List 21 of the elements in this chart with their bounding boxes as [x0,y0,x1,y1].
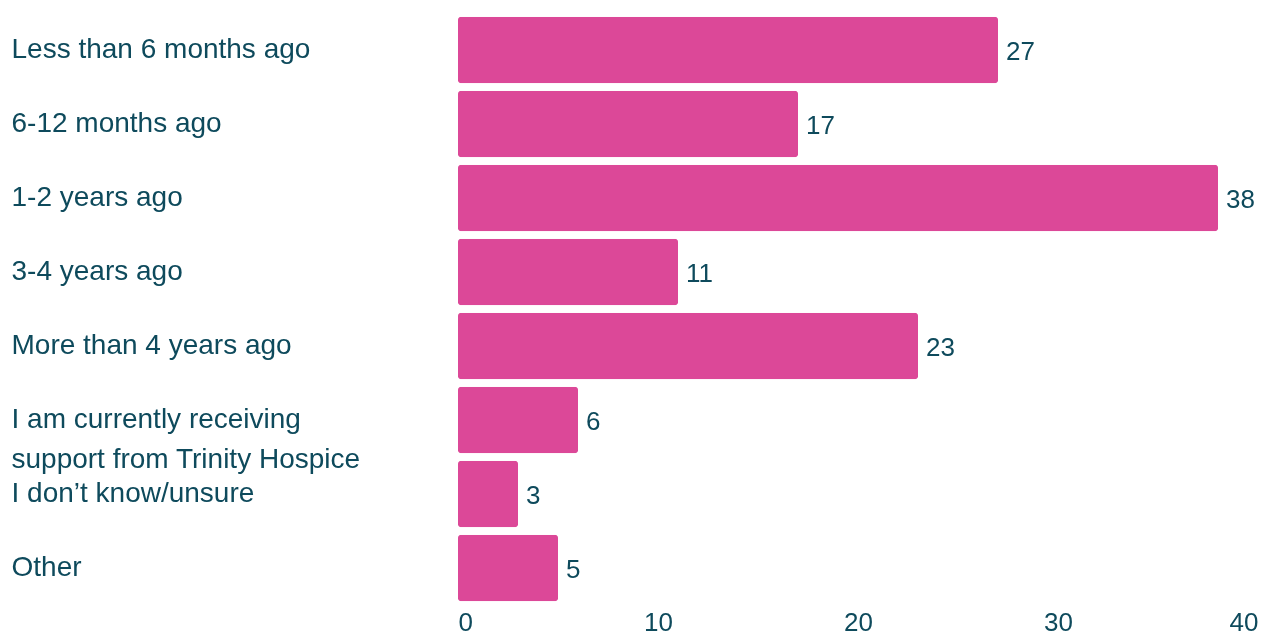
y-tick-label: I am currently receiving support from Trinity Hospice [11,403,361,474]
data-label: 3 [526,480,541,510]
x-tick-label: 40 [1229,606,1259,637]
data-label: 27 [1006,36,1035,66]
y-tick-label: Less than 6 months ago [11,33,311,64]
data-label: 5 [566,554,581,584]
y-tick-label: 6-12 months ago [11,107,222,138]
data-label: 11 [686,258,713,288]
x-tick-label: 10 [644,606,673,637]
x-tick-label: 30 [1044,606,1073,637]
y-tick-label: Other [11,551,82,582]
data-label: 23 [926,332,955,362]
y-tick-label: More than 4 years ago [11,329,292,360]
x-tick-label: 20 [844,606,873,637]
y-tick-label: 3-4 years ago [11,255,183,286]
y-tick-label: 1-2 years ago [11,181,183,212]
data-label: 17 [806,110,835,140]
data-label: 38 [1226,184,1255,214]
x-tick-label: 0 [458,606,473,637]
y-tick-label: I don’t know/unsure [11,477,255,508]
data-label: 6 [586,406,601,436]
